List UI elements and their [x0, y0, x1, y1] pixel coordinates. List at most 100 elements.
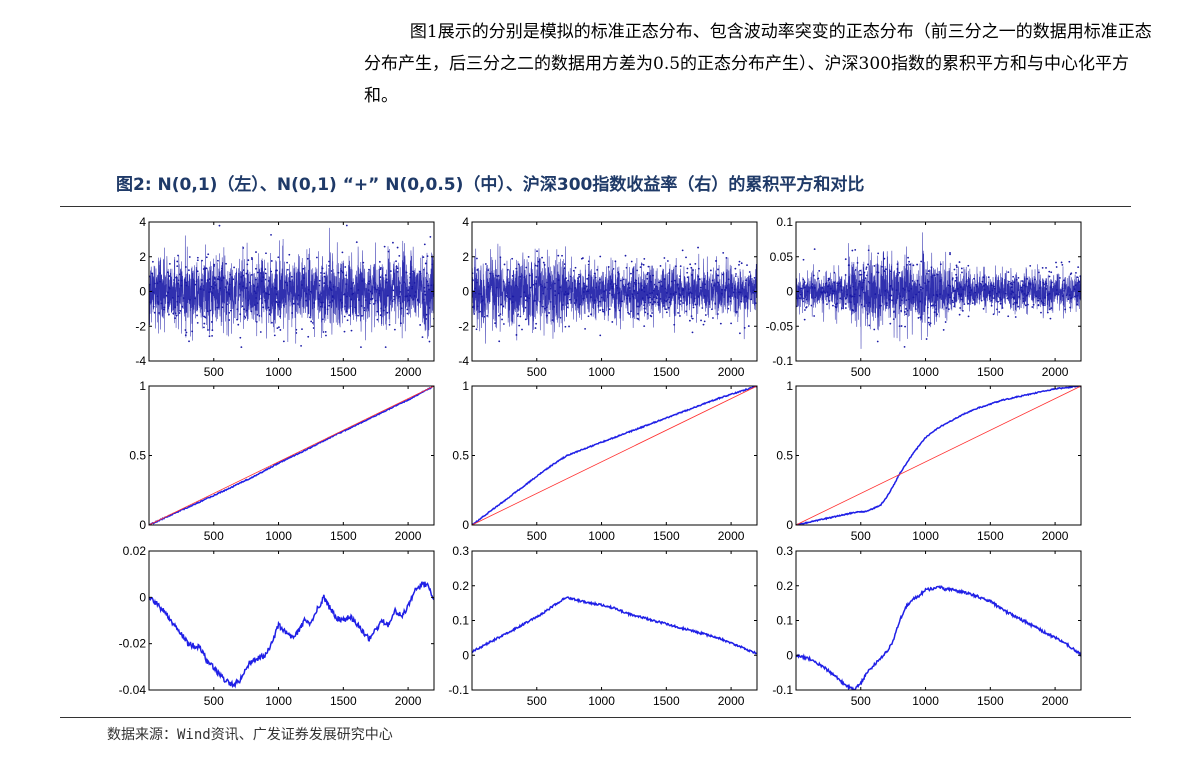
series-point — [888, 298, 891, 301]
axes-frame — [471, 550, 758, 691]
series-point — [247, 299, 250, 302]
series-point — [861, 288, 864, 291]
series-point — [1032, 303, 1035, 306]
series-point — [178, 273, 181, 276]
series-point — [814, 296, 817, 299]
series-point — [262, 306, 265, 309]
y-tick-label: 0.1 — [776, 215, 793, 229]
series-point — [419, 270, 421, 273]
series-point — [920, 286, 923, 289]
series-point — [866, 274, 868, 277]
series-point — [168, 275, 171, 277]
series-point — [422, 256, 425, 259]
series-point — [228, 319, 231, 321]
series-point — [551, 319, 554, 321]
series-point — [984, 283, 987, 286]
y-tick-label: 0.3 — [776, 544, 793, 558]
series-point — [259, 272, 262, 274]
series-point — [1025, 285, 1027, 288]
series-point — [688, 292, 691, 295]
series-point — [649, 301, 652, 304]
series-point — [810, 304, 813, 307]
series-point — [245, 309, 248, 312]
series-point — [990, 304, 993, 307]
series-point — [474, 287, 477, 290]
series-point — [1039, 297, 1041, 300]
series-point — [965, 280, 968, 282]
series-point — [967, 302, 970, 305]
series-point — [826, 303, 828, 306]
series-point — [846, 293, 848, 296]
series-point — [717, 274, 720, 277]
series-point — [323, 275, 326, 278]
series-point — [653, 283, 656, 286]
series-point — [844, 274, 847, 276]
series-point — [325, 334, 327, 337]
series-point — [734, 275, 737, 278]
series-point — [211, 334, 213, 337]
series-point — [697, 295, 700, 298]
series-point — [917, 317, 920, 319]
series-point — [474, 292, 477, 294]
series-point — [868, 324, 871, 327]
series-point — [618, 309, 621, 312]
series-point — [685, 256, 687, 259]
series-point — [1055, 261, 1057, 264]
chart-panel-middle-left: 500 1000 1500 2000 0 0.5 1 — [129, 379, 435, 543]
series-point — [172, 312, 175, 315]
series-point — [341, 302, 343, 304]
series-point — [966, 295, 969, 297]
series-point — [910, 287, 913, 290]
x-tick-label: 2000 — [718, 529, 745, 543]
series-point — [277, 303, 279, 306]
series-point — [495, 286, 498, 289]
series-point — [1037, 299, 1040, 302]
series-point — [967, 264, 970, 267]
series-point — [156, 295, 159, 298]
series-point — [919, 316, 922, 319]
series-point — [581, 257, 584, 259]
series-point — [263, 290, 266, 293]
series-point — [305, 299, 308, 302]
series-point — [240, 346, 243, 348]
series-point — [392, 241, 394, 244]
series-point — [421, 336, 424, 339]
series-point — [670, 280, 673, 283]
series-point — [945, 307, 948, 309]
y-tick-label: 0.05 — [770, 250, 794, 264]
series-point — [159, 272, 161, 275]
series-point — [651, 274, 654, 277]
series-point — [320, 301, 323, 304]
series-point — [874, 293, 877, 296]
series-point — [174, 312, 177, 315]
series-point — [999, 296, 1001, 299]
series-point — [407, 289, 409, 292]
series-point — [206, 310, 209, 313]
x-tick-label: 2000 — [1042, 694, 1069, 708]
series-point — [1073, 288, 1076, 291]
series-point — [495, 274, 497, 277]
series-point — [416, 299, 419, 302]
series-point — [1017, 277, 1020, 279]
series-point — [543, 264, 546, 266]
series-point — [835, 306, 838, 309]
series-point — [423, 268, 425, 271]
series-point — [196, 270, 199, 273]
series-point — [630, 260, 633, 263]
series-point — [960, 295, 962, 297]
series-point — [256, 286, 259, 288]
series-point — [746, 264, 748, 267]
series-point — [720, 292, 723, 295]
series-point — [425, 313, 428, 316]
plot-area — [149, 224, 434, 348]
series-point — [502, 280, 505, 283]
series-point — [829, 287, 832, 290]
series-point — [865, 266, 868, 269]
series-point — [404, 295, 407, 298]
series-point — [524, 295, 527, 298]
series-point — [1069, 273, 1072, 276]
plot-area — [149, 386, 434, 525]
series-point — [519, 295, 522, 298]
series-point — [339, 298, 342, 301]
series-point — [312, 327, 315, 329]
